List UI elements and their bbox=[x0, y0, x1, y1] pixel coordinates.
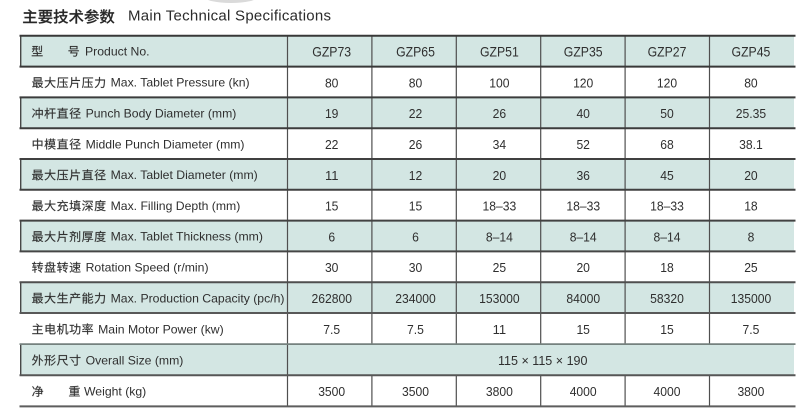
svg-text:115 × 115 × 190: 115 × 115 × 190 bbox=[498, 353, 588, 368]
svg-text:135000: 135000 bbox=[731, 291, 772, 306]
svg-text:262800: 262800 bbox=[311, 291, 352, 306]
svg-text:80: 80 bbox=[325, 75, 339, 90]
svg-text:80: 80 bbox=[409, 75, 423, 90]
svg-text:Product No.: Product No. bbox=[85, 45, 150, 59]
svg-text:26: 26 bbox=[409, 137, 423, 152]
svg-text:4000: 4000 bbox=[654, 384, 681, 399]
svg-text:6: 6 bbox=[412, 229, 419, 244]
svg-text:25.35: 25.35 bbox=[736, 106, 766, 121]
svg-text:18–33: 18–33 bbox=[483, 199, 517, 214]
svg-text:3800: 3800 bbox=[486, 384, 513, 399]
svg-text:36: 36 bbox=[576, 168, 590, 183]
svg-text:40: 40 bbox=[576, 106, 590, 121]
svg-text:8–14: 8–14 bbox=[486, 229, 513, 244]
svg-text:8: 8 bbox=[748, 229, 755, 244]
svg-text:234000: 234000 bbox=[395, 291, 436, 306]
svg-text:25: 25 bbox=[493, 260, 507, 275]
svg-text:19: 19 bbox=[325, 106, 339, 121]
svg-text:Max. Tablet Diameter (mm): Max. Tablet Diameter (mm) bbox=[111, 168, 258, 182]
svg-text:18: 18 bbox=[744, 199, 758, 214]
svg-text:GZP45: GZP45 bbox=[732, 44, 771, 60]
svg-text:15: 15 bbox=[409, 199, 423, 214]
svg-text:GZP73: GZP73 bbox=[312, 44, 351, 60]
svg-text:50: 50 bbox=[660, 106, 674, 121]
svg-text:3500: 3500 bbox=[402, 384, 429, 399]
svg-text:Main Technical Specifications: Main Technical Specifications bbox=[128, 8, 331, 25]
svg-text:3500: 3500 bbox=[318, 384, 345, 399]
svg-text:7.5: 7.5 bbox=[407, 322, 424, 337]
svg-text:3800: 3800 bbox=[737, 384, 764, 399]
svg-text:Overall Size (mm): Overall Size (mm) bbox=[86, 353, 184, 367]
svg-text:25: 25 bbox=[744, 260, 758, 275]
svg-text:84000: 84000 bbox=[566, 291, 600, 306]
svg-text:Main Motor Power (kw): Main Motor Power (kw) bbox=[98, 322, 224, 336]
svg-text:11: 11 bbox=[493, 322, 507, 337]
svg-text:7.5: 7.5 bbox=[323, 322, 340, 337]
svg-text:8–14: 8–14 bbox=[654, 229, 681, 244]
svg-text:Max. Tablet Thickness (mm): Max. Tablet Thickness (mm) bbox=[111, 230, 263, 244]
svg-text:100: 100 bbox=[489, 75, 509, 90]
svg-text:GZP27: GZP27 bbox=[648, 44, 687, 60]
svg-text:8–14: 8–14 bbox=[570, 229, 597, 244]
svg-text:58320: 58320 bbox=[650, 291, 684, 306]
svg-text:30: 30 bbox=[325, 260, 339, 275]
svg-text:12: 12 bbox=[409, 168, 423, 183]
svg-text:Weight (kg): Weight (kg) bbox=[84, 385, 146, 399]
svg-text:120: 120 bbox=[657, 75, 677, 90]
svg-text:20: 20 bbox=[576, 260, 590, 275]
svg-text:Max. Production Capacity (pc/h: Max. Production Capacity (pc/h) bbox=[111, 291, 285, 305]
svg-text:22: 22 bbox=[325, 137, 339, 152]
svg-text:6: 6 bbox=[328, 229, 335, 244]
svg-text:GZP65: GZP65 bbox=[396, 44, 435, 60]
svg-text:120: 120 bbox=[573, 75, 593, 90]
svg-text:52: 52 bbox=[576, 137, 590, 152]
svg-text:Middle Punch Diameter (mm): Middle Punch Diameter (mm) bbox=[86, 137, 245, 151]
svg-text:34: 34 bbox=[493, 137, 507, 152]
svg-text:18: 18 bbox=[660, 260, 674, 275]
svg-text:15: 15 bbox=[660, 322, 674, 337]
svg-text:30: 30 bbox=[409, 260, 423, 275]
svg-text:GZP51: GZP51 bbox=[480, 44, 519, 60]
svg-text:18–33: 18–33 bbox=[650, 199, 684, 214]
svg-text:45: 45 bbox=[660, 168, 674, 183]
svg-text:GZP35: GZP35 bbox=[564, 44, 603, 60]
svg-text:4000: 4000 bbox=[570, 384, 597, 399]
svg-text:38.1: 38.1 bbox=[739, 137, 763, 152]
svg-text:153000: 153000 bbox=[479, 291, 520, 306]
svg-text:Max. Tablet Pressure (kn): Max. Tablet Pressure (kn) bbox=[111, 76, 250, 90]
svg-text:7.5: 7.5 bbox=[743, 322, 760, 337]
svg-text:26: 26 bbox=[493, 106, 507, 121]
svg-text:Max. Filling Depth (mm): Max. Filling Depth (mm) bbox=[111, 199, 241, 213]
svg-text:Rotation Speed (r/min): Rotation Speed (r/min) bbox=[86, 261, 209, 275]
svg-text:22: 22 bbox=[409, 106, 423, 121]
svg-text:Punch Body Diameter (mm): Punch Body Diameter (mm) bbox=[86, 107, 237, 121]
svg-text:15: 15 bbox=[325, 199, 339, 214]
svg-text:11: 11 bbox=[325, 168, 339, 183]
svg-text:20: 20 bbox=[744, 168, 758, 183]
svg-text:20: 20 bbox=[493, 168, 507, 183]
svg-text:18–33: 18–33 bbox=[566, 199, 600, 214]
svg-text:68: 68 bbox=[660, 137, 674, 152]
svg-text:80: 80 bbox=[744, 75, 758, 90]
svg-text:15: 15 bbox=[576, 322, 590, 337]
